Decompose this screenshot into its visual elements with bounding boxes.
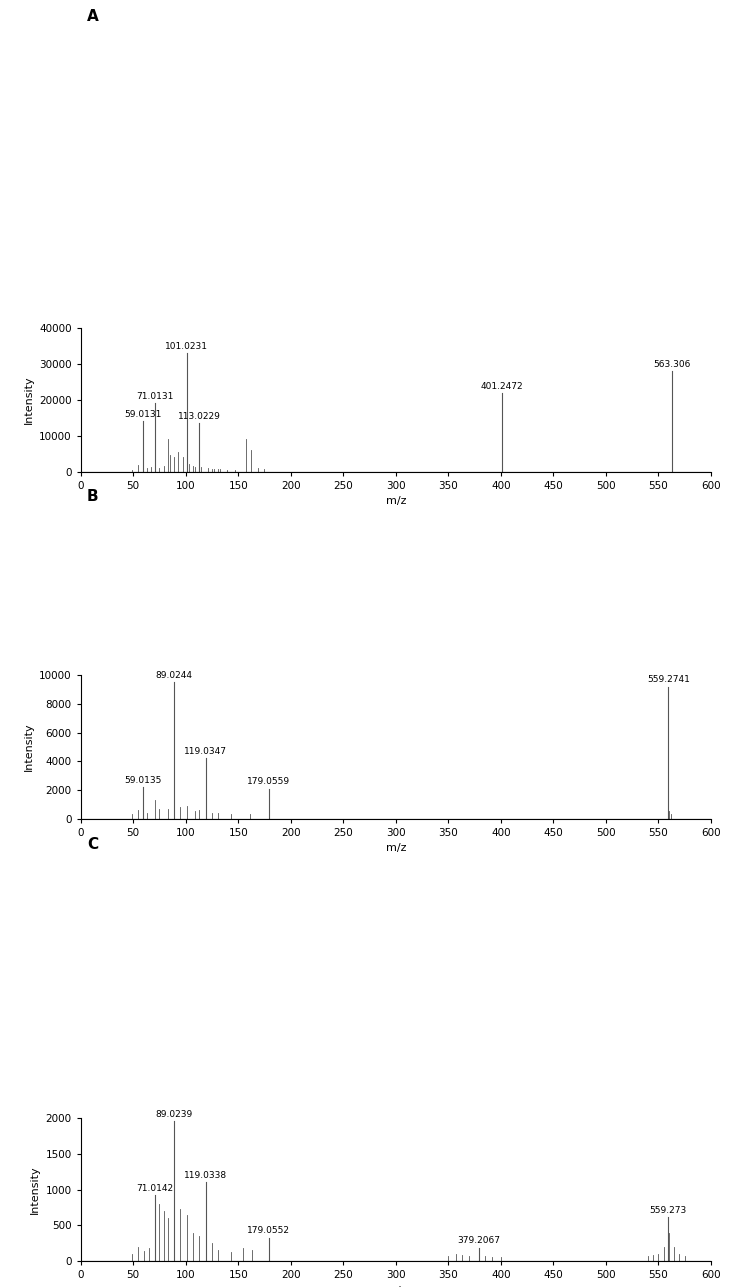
Text: 59.0131: 59.0131 xyxy=(124,411,161,420)
Text: 401.2472: 401.2472 xyxy=(481,381,523,390)
Text: 379.2067: 379.2067 xyxy=(457,1237,501,1246)
Text: B: B xyxy=(87,489,98,505)
Text: 179.0552: 179.0552 xyxy=(247,1227,290,1236)
Text: 563.306: 563.306 xyxy=(654,360,691,369)
Text: 89.0244: 89.0244 xyxy=(155,672,193,681)
Text: 71.0131: 71.0131 xyxy=(136,393,174,402)
Y-axis label: Intensity: Intensity xyxy=(23,376,34,425)
Text: 559.2741: 559.2741 xyxy=(647,676,690,685)
Text: 559.273: 559.273 xyxy=(649,1206,687,1215)
Y-axis label: Intensity: Intensity xyxy=(30,1165,40,1214)
Text: 119.0338: 119.0338 xyxy=(184,1171,227,1180)
Text: C: C xyxy=(87,837,98,852)
Text: 89.0239: 89.0239 xyxy=(155,1111,193,1120)
X-axis label: m/z: m/z xyxy=(386,497,406,506)
Y-axis label: Intensity: Intensity xyxy=(23,722,34,771)
Text: A: A xyxy=(87,9,99,24)
Text: 71.0142: 71.0142 xyxy=(136,1184,174,1193)
Text: 119.0347: 119.0347 xyxy=(184,748,227,757)
Text: 113.0229: 113.0229 xyxy=(178,412,221,421)
Text: 101.0231: 101.0231 xyxy=(165,342,208,351)
X-axis label: m/z: m/z xyxy=(386,843,406,853)
Text: 59.0135: 59.0135 xyxy=(124,776,161,785)
Text: 179.0559: 179.0559 xyxy=(247,777,290,786)
